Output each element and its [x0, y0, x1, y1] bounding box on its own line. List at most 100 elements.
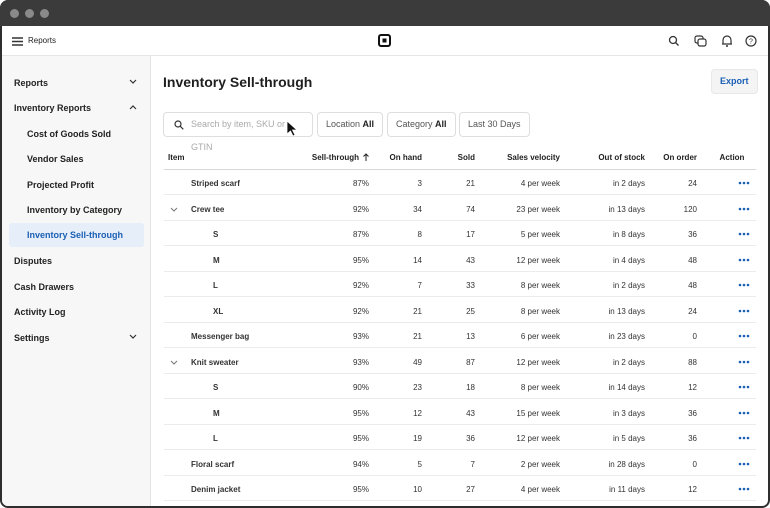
column-header[interactable]: Sell-through — [311, 153, 359, 162]
table-cell: 17 — [466, 230, 475, 239]
table-cell: 13 — [466, 332, 475, 341]
export-button[interactable]: Export — [711, 69, 758, 94]
table-cell: 43 — [466, 408, 475, 418]
toolbar-icons[interactable]: ? — [668, 35, 768, 48]
table-cell: 34 — [413, 204, 422, 214]
row-divider — [164, 347, 756, 348]
chevron-down[interactable] — [129, 79, 137, 85]
item-name: Floral scarf — [191, 459, 235, 469]
action-menu[interactable] — [738, 360, 750, 364]
action-menu[interactable] — [738, 462, 750, 466]
column-header[interactable]: Out of stock — [598, 153, 645, 162]
expand-chevron[interactable] — [170, 360, 178, 366]
nav-subitem[interactable]: Cost of Goods Sold — [27, 129, 111, 139]
table-cell: 87% — [352, 230, 369, 239]
row-divider — [164, 321, 756, 323]
table-cell: 25 — [466, 306, 475, 316]
row-divider — [164, 296, 756, 297]
item-name: S — [213, 383, 219, 392]
action-menu[interactable] — [738, 283, 750, 287]
table-cell: 95% — [352, 408, 369, 418]
item-name: M — [213, 255, 220, 265]
nav-item[interactable]: Cash Drawers — [14, 282, 75, 292]
table-cell: 7 — [470, 459, 475, 469]
table-cell: 21 — [466, 179, 475, 188]
table-cell: 18 — [466, 383, 475, 392]
chevron-up[interactable] — [129, 104, 137, 110]
table-cell: 12 per week — [516, 434, 560, 443]
nav-item[interactable]: Reports — [14, 78, 49, 88]
table-cell: 92% — [352, 306, 369, 316]
date-filter[interactable]: Last 30 Days — [459, 112, 530, 137]
row-divider — [164, 449, 756, 450]
column-header[interactable]: Sold — [457, 153, 475, 162]
location-filter[interactable]: Location All — [317, 112, 384, 137]
category-filter[interactable]: Category All — [387, 112, 456, 137]
action-menu[interactable] — [738, 258, 750, 262]
table-cell: 8 per week — [520, 306, 560, 316]
column-header[interactable]: Sales velocity — [507, 153, 560, 162]
logo[interactable] — [378, 34, 391, 47]
table-cell: 7 — [417, 281, 422, 290]
table-cell: in 28 days — [608, 459, 645, 469]
column-header[interactable]: Action — [719, 153, 745, 162]
row-divider — [164, 500, 756, 501]
table-cell: 92% — [352, 204, 369, 214]
column-header[interactable]: Item — [168, 153, 185, 162]
header-divider — [164, 169, 756, 170]
table-cell: 21 — [413, 306, 422, 316]
table-cell: in 13 days — [608, 306, 645, 316]
action-menu[interactable] — [738, 411, 750, 415]
table-cell: 0 — [692, 332, 697, 341]
table-cell: 33 — [466, 281, 475, 290]
action-menu[interactable] — [738, 181, 750, 185]
action-menu[interactable] — [738, 487, 750, 491]
item-name: Crew tee — [191, 204, 225, 214]
window-dot[interactable] — [10, 9, 19, 18]
item-name: Denim jacket — [191, 485, 241, 494]
column-header[interactable]: On order — [663, 153, 697, 162]
nav-item[interactable]: Settings — [14, 333, 50, 343]
table-cell: in 14 days — [608, 383, 645, 392]
table-cell: 4 per week — [520, 485, 560, 494]
table-cell: 24 — [688, 306, 697, 316]
menu-icon[interactable] — [12, 37, 23, 46]
app: Reports ? Reports Inventory Reports Cost… — [2, 26, 768, 506]
item-name: Striped scarf — [191, 179, 240, 188]
expand-chevron[interactable] — [170, 207, 178, 213]
action-menu[interactable] — [738, 436, 750, 440]
sort-arrow[interactable] — [363, 153, 369, 161]
item-name: L — [213, 434, 218, 443]
table-cell: 21 — [413, 332, 422, 341]
nav-item[interactable]: Inventory Reports — [14, 103, 92, 113]
window-dot[interactable] — [25, 9, 34, 18]
nav-item[interactable]: Activity Log — [14, 307, 66, 317]
window-dot[interactable] — [40, 9, 49, 18]
table-cell: 93% — [352, 332, 369, 341]
table-cell: 95% — [352, 434, 369, 443]
action-menu[interactable] — [738, 207, 750, 211]
nav-subitem[interactable]: Projected Profit — [27, 180, 95, 190]
table-cell: 15 per week — [516, 408, 560, 418]
nav-subitem[interactable]: Inventory by Category — [27, 205, 123, 215]
chevron-down[interactable] — [129, 334, 137, 340]
table-cell: 4 per week — [520, 179, 560, 188]
column-header[interactable]: On hand — [389, 153, 422, 162]
nav-item[interactable]: Disputes — [14, 256, 53, 266]
row-divider — [164, 194, 756, 195]
action-menu[interactable] — [738, 334, 750, 338]
cursor — [286, 120, 298, 137]
table-cell: 27 — [466, 485, 475, 494]
action-menu[interactable] — [738, 385, 750, 389]
row-divider — [164, 245, 756, 246]
nav-subitem-active[interactable]: Inventory Sell-through — [9, 223, 144, 247]
action-menu[interactable] — [738, 309, 750, 313]
action-menu[interactable] — [738, 232, 750, 236]
table-cell: 10 — [413, 485, 422, 494]
nav-subitem[interactable]: Vendor Sales — [27, 154, 84, 164]
item-name: M — [213, 408, 220, 418]
sidebar: Reports Inventory Reports Cost of Goods … — [2, 56, 151, 506]
table-cell: 8 — [417, 230, 422, 239]
